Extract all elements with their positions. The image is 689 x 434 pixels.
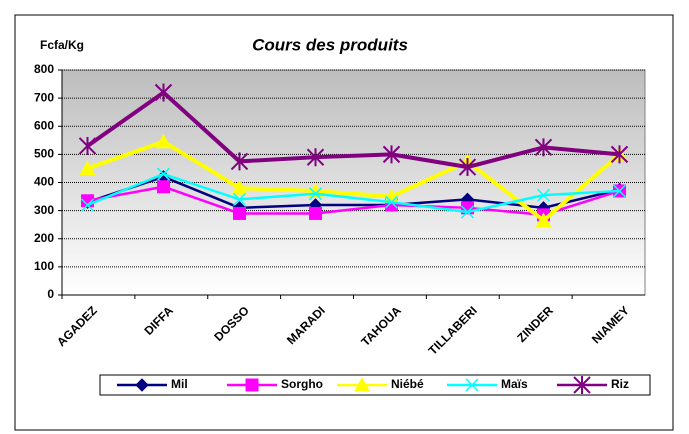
marker bbox=[384, 195, 399, 209]
legend-label: Sorgho bbox=[281, 377, 323, 391]
marker bbox=[78, 136, 97, 155]
marker bbox=[157, 180, 171, 194]
y-tick-label: 800 bbox=[34, 62, 54, 76]
marker bbox=[458, 158, 477, 177]
marker bbox=[460, 205, 475, 219]
marker bbox=[232, 192, 247, 206]
marker bbox=[79, 160, 96, 175]
legend-label: Maïs bbox=[501, 377, 528, 391]
y-tick-label: 600 bbox=[34, 118, 54, 132]
marker bbox=[233, 206, 247, 220]
marker bbox=[309, 206, 323, 220]
marker bbox=[573, 376, 591, 394]
y-tick-label: 400 bbox=[34, 175, 54, 189]
y-tick-label: 300 bbox=[34, 203, 54, 217]
marker bbox=[80, 198, 95, 212]
marker bbox=[135, 378, 149, 392]
y-tick-label: 200 bbox=[34, 231, 54, 245]
series-line bbox=[86, 89, 620, 170]
legend-label: Mil bbox=[171, 377, 188, 391]
series-line bbox=[86, 139, 621, 224]
marker bbox=[154, 83, 173, 102]
marker bbox=[534, 138, 553, 157]
marker bbox=[382, 145, 401, 164]
series-line bbox=[87, 175, 620, 210]
marker bbox=[535, 212, 552, 227]
y-axis-label: Fcfa/Kg bbox=[40, 38, 84, 52]
marker bbox=[230, 152, 249, 171]
marker bbox=[306, 148, 325, 167]
marker bbox=[536, 188, 551, 202]
marker bbox=[308, 187, 323, 201]
legend-label: Riz bbox=[611, 377, 629, 391]
marker bbox=[245, 378, 259, 392]
series-line bbox=[87, 185, 620, 217]
chart-title: Cours des produits bbox=[252, 35, 408, 54]
y-tick-label: 700 bbox=[34, 90, 54, 104]
y-tick-label: 0 bbox=[47, 287, 54, 301]
marker bbox=[610, 145, 629, 164]
marker bbox=[612, 184, 627, 198]
marker bbox=[155, 133, 172, 149]
y-tick-label: 500 bbox=[34, 147, 54, 161]
series-line bbox=[87, 172, 620, 214]
marker bbox=[354, 376, 370, 392]
marker bbox=[156, 167, 171, 181]
y-tick-label: 100 bbox=[34, 259, 54, 273]
legend-label: Niébé bbox=[391, 377, 424, 391]
marker bbox=[231, 180, 248, 195]
marker bbox=[465, 378, 479, 392]
